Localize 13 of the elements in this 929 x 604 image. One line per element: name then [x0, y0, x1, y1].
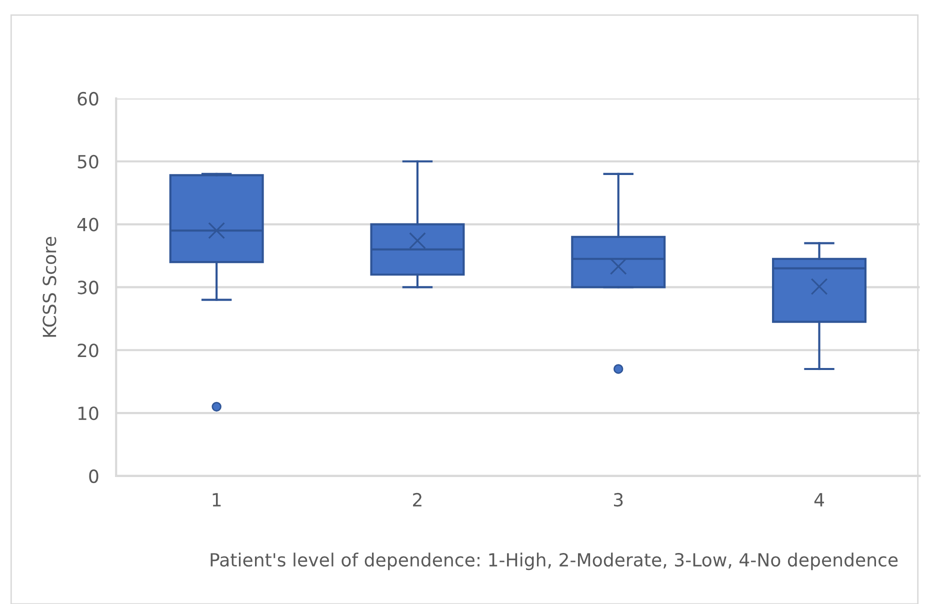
x-tick-label: 2	[413, 492, 422, 506]
x-tick-label: 1	[212, 493, 221, 506]
x-tick-label: 4	[814, 493, 824, 506]
x-tick-label: 3	[614, 492, 623, 507]
y-tick-label: 30	[78, 280, 98, 294]
x-axis-title: Patient's level of dependence: 1-High, 2-Moderate, 3-Low, 4-No dependence	[210, 552, 898, 570]
y-axis-title: KCSS Score	[42, 236, 56, 337]
y-tick-label: 10	[78, 406, 98, 420]
y-tick-label: 0	[89, 469, 98, 484]
y-tick-label: 60	[78, 92, 98, 106]
y-tick-label: 40	[77, 218, 98, 232]
y-tick-label: 50	[78, 154, 98, 168]
y-tick-label: 20	[78, 344, 98, 358]
